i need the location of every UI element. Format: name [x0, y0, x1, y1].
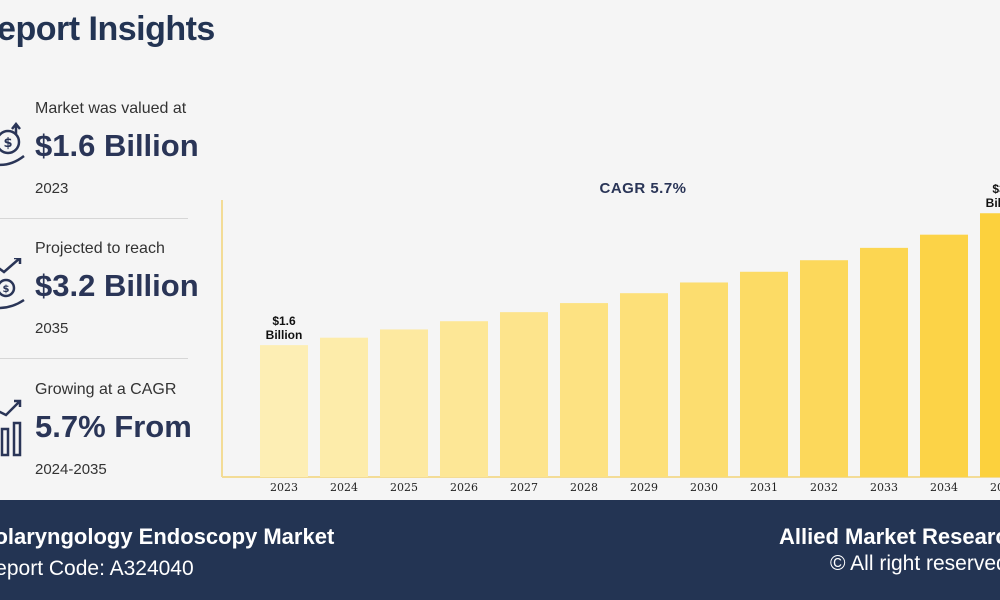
- page-title: Report Insights: [0, 10, 215, 48]
- bar-2025: [380, 329, 428, 477]
- stat-label: Growing at a CAGR: [35, 381, 177, 398]
- bar-2033: [860, 247, 908, 477]
- growth-coin-icon: $: [0, 258, 25, 310]
- x-tick-label: 2032: [810, 481, 838, 494]
- stat-period: 2023: [35, 180, 69, 197]
- stat-value: $1.6 Billion: [35, 128, 199, 163]
- stat-value: 5.7% From: [35, 409, 192, 444]
- footer-rights: © All right reserved: [830, 552, 1000, 575]
- footer-brand: Allied Market Research: [779, 524, 1000, 549]
- bar-2023: [260, 345, 308, 477]
- x-tick-label: 2024: [330, 481, 358, 494]
- stat-value: $3.2 Billion: [35, 268, 199, 303]
- bar-2029: [620, 293, 668, 477]
- x-tick-label: 2035: [990, 481, 1000, 494]
- stat-projected-value: $ Projected to reach $3.2 Billion 2035: [0, 240, 199, 380]
- bar-chart: CAGR 5.7% 2023 2024 2025 2026 2027 2028 2029 203…: [221, 180, 1000, 494]
- bar-2031: [740, 271, 788, 477]
- x-tick-label: 2027: [510, 481, 538, 494]
- bar-2034: [920, 234, 968, 477]
- bar-2026: [440, 321, 488, 477]
- x-tick-label: 2029: [630, 481, 658, 494]
- x-tick-label: 2034: [930, 481, 958, 494]
- bar-2035: [980, 213, 1000, 477]
- stat-label: Market was valued at: [35, 100, 187, 117]
- stat-divider: [0, 358, 188, 359]
- money-hand-icon: $: [0, 121, 25, 167]
- footer: Otolaryngology Endoscopy Market Report C…: [0, 500, 1000, 600]
- x-tick-label: 2033: [870, 481, 898, 494]
- stat-divider: [0, 218, 188, 219]
- bar-2030: [680, 282, 728, 477]
- stat-cagr: Growing at a CAGR 5.7% From 2024-2035: [0, 381, 192, 521]
- x-tick-label: 2030: [690, 481, 718, 494]
- bar-2024: [320, 337, 368, 477]
- stat-market-value: $ Market was valued at $1.6 Billion 2023: [0, 100, 199, 240]
- bar-2032: [800, 260, 848, 477]
- x-tick-label: 2026: [450, 481, 478, 494]
- footer-report-code: Report Code: A324040: [0, 557, 194, 580]
- x-tick-label: 2025: [390, 481, 418, 494]
- stat-period: 2035: [35, 320, 69, 337]
- x-tick-label: 2023: [270, 481, 298, 494]
- data-label-2023: $1.6 Billion: [266, 314, 303, 342]
- bar-growth-icon: [0, 399, 22, 457]
- stat-label: Projected to reach: [35, 240, 165, 257]
- bar-2027: [500, 312, 548, 477]
- chart-title: CAGR 5.7%: [599, 180, 686, 197]
- svg-text:$: $: [3, 136, 12, 151]
- svg-text:$: $: [3, 284, 10, 295]
- x-tick-label: 2031: [750, 481, 778, 494]
- x-tick-label: 2028: [570, 481, 598, 494]
- bar-2028: [560, 303, 608, 477]
- stat-period: 2024-2035: [35, 461, 107, 478]
- footer-title: Otolaryngology Endoscopy Market: [0, 524, 335, 549]
